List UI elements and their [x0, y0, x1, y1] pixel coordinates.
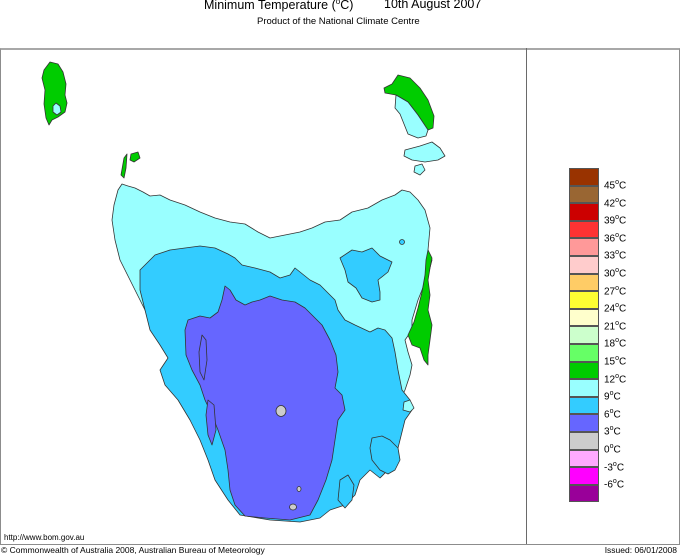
legend-label: 42oC: [604, 196, 627, 209]
legend-swatch: [569, 273, 599, 292]
legend-swatch: [569, 379, 599, 397]
legend-swatch: [569, 414, 599, 432]
south-violet-strip: [205, 399, 217, 446]
legend-labels: 45oC 42oC 39oC 36oC 33oC 30oC 27oC 24oC 21oC 18oC…: [604, 174, 626, 491]
legend-divider: [526, 48, 527, 544]
legend-label: 0oC: [604, 442, 621, 456]
cold-spot-central: [275, 405, 287, 417]
legend-label: -6oC: [604, 478, 625, 491]
bruny-island: [337, 474, 355, 509]
legend-label: 45oC: [604, 179, 627, 192]
legend-label: 15oC: [604, 354, 627, 368]
legend-swatch: [569, 203, 599, 221]
legend-label: 33oC: [604, 249, 627, 262]
legend-swatch: [569, 238, 599, 256]
legend-swatch: [569, 431, 599, 450]
title-text: Minimum Temperature (oC): [204, 0, 354, 13]
legend-swatch: [569, 255, 599, 274]
flinders-island-cool: [394, 94, 429, 139]
legend-label: 6oC: [604, 407, 621, 421]
tasman-peninsula: [369, 435, 401, 475]
temperature-map: [41, 61, 446, 523]
title-date: 10th August 2007: [384, 0, 482, 11]
king-island-cool-patch: [52, 102, 62, 116]
legend-label: 24oC: [604, 302, 627, 315]
legend-label: 36oC: [604, 231, 627, 245]
legend-swatch: [569, 168, 599, 186]
legend-swatch: [569, 396, 599, 415]
maria-island: [402, 399, 415, 413]
legend-swatch: [569, 326, 599, 344]
legend-swatch: [569, 220, 599, 239]
three-hummock-island: [129, 151, 141, 163]
legend-label: 39oC: [604, 214, 627, 227]
issued-date: Issued: 06/01/2008: [604, 545, 677, 555]
legend-swatch: [569, 185, 599, 204]
king-island: [41, 61, 68, 126]
legend-label: 30oC: [604, 266, 627, 280]
chart-title: Minimum Temperature (oC) 10th August 200…: [0, 0, 680, 13]
west-violet-strip: [198, 334, 208, 381]
legend-swatch: [569, 291, 599, 309]
legend-label: 21oC: [604, 319, 627, 333]
hunter-island: [120, 153, 128, 179]
clarke-island: [413, 163, 426, 176]
mainland-violet: [184, 285, 346, 521]
legend-label: -3oC: [604, 460, 625, 473]
legend-label: 27oC: [604, 284, 627, 297]
copyright-text: © Commonwealth of Australia 2008, Austra…: [1, 545, 265, 555]
subtitle: Product of the National Climate Centre: [257, 16, 420, 27]
legend-label: 12oC: [604, 372, 627, 385]
cape-barren-island: [403, 141, 446, 163]
legend-swatch: [569, 484, 599, 503]
northeast-blue-patch: [339, 247, 393, 303]
color-legend: [569, 168, 599, 503]
legend-swatch: [569, 308, 599, 327]
legend-label: 9oC: [604, 390, 621, 403]
legend-swatch: [569, 361, 599, 380]
cold-spot-south2: [296, 486, 302, 492]
small-blue-spot: [399, 239, 405, 245]
east-coast-green: [407, 249, 433, 366]
legend-label: 18oC: [604, 337, 627, 350]
cold-spot-south: [289, 503, 297, 511]
legend-swatch: [569, 343, 599, 362]
legend-label: 3oC: [604, 425, 621, 438]
legend-swatch: [569, 449, 599, 468]
source-url[interactable]: http://www.bom.gov.au: [4, 533, 85, 542]
legend-swatch: [569, 467, 599, 485]
